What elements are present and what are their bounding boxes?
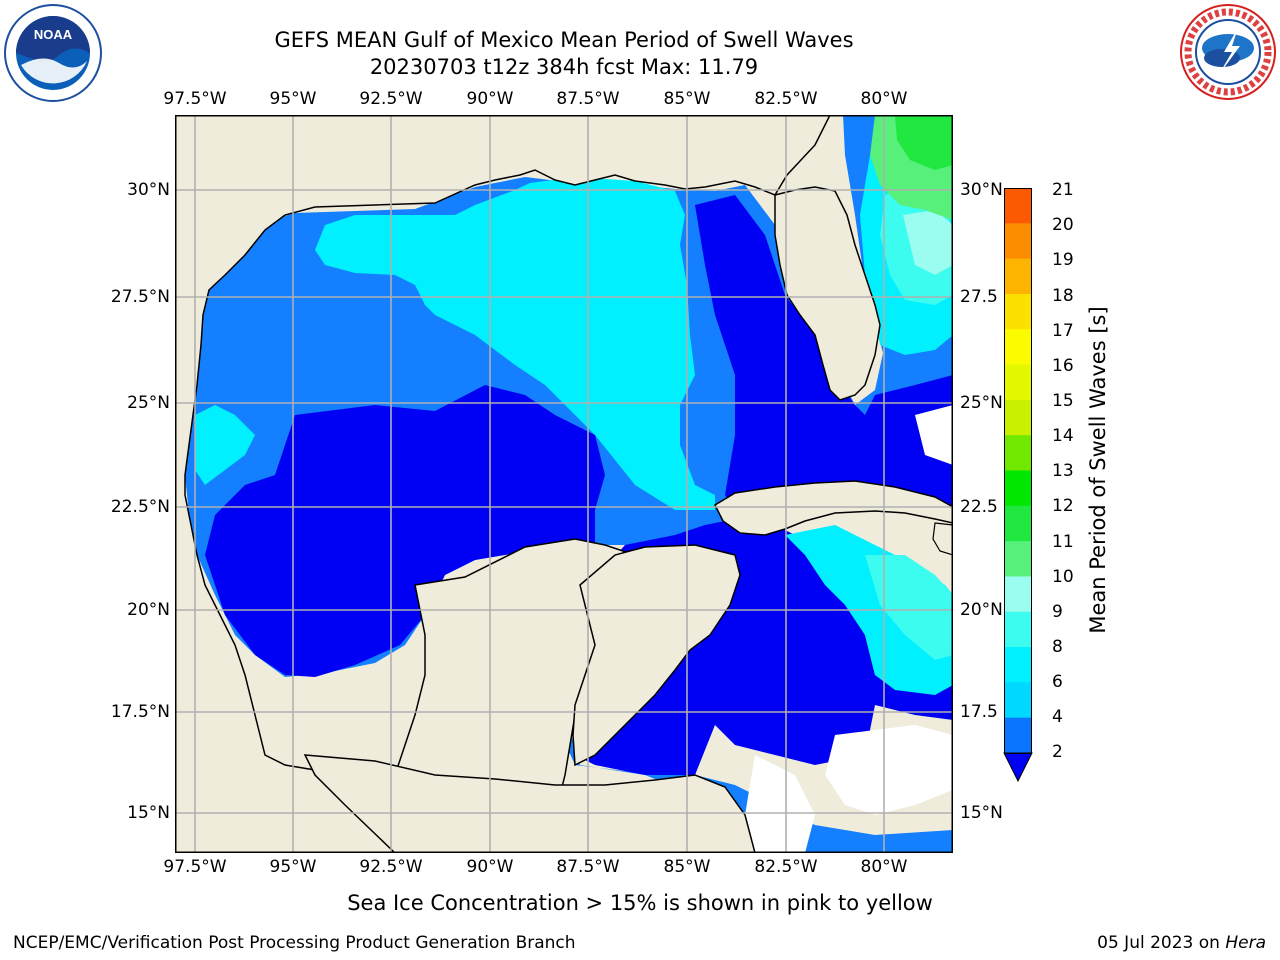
colorbar-segment <box>1004 505 1032 542</box>
colorbar-segment <box>1004 611 1032 648</box>
lon-tick-bottom: 95°W <box>269 857 317 877</box>
lon-tick-bottom: 90°W <box>466 857 514 877</box>
map-border <box>175 115 953 853</box>
lon-tick-bottom: 80°W <box>860 857 908 877</box>
colorbar-tick: 14 <box>1052 426 1074 446</box>
lon-tick-top: 87.5°W <box>556 89 620 109</box>
gulf-cyan <box>315 177 715 510</box>
colorbar-tick: 11 <box>1052 532 1074 552</box>
lon-tick-top: 92.5°W <box>359 89 423 109</box>
colorbar-tick: 13 <box>1052 461 1074 481</box>
sea-ice-note: Sea Ice Concentration > 15% is shown in … <box>347 891 933 915</box>
lat-tick-right: 20°N <box>960 600 1003 620</box>
lat-tick-left: 15°N <box>127 803 170 823</box>
chart-title: GEFS MEAN Gulf of Mexico Mean Period of … <box>274 28 854 52</box>
lon-tick-top: 80°W <box>860 89 908 109</box>
missing-data <box>915 405 953 465</box>
lat-tick-left: 27.5°N <box>110 287 170 307</box>
colorbar-tick: 6 <box>1052 672 1063 692</box>
land-hispaniola-edge <box>932 522 953 556</box>
lat-tick-left: 25°N <box>127 393 170 413</box>
colorbar-segment <box>1004 223 1032 260</box>
lat-tick-right: 15°N <box>960 803 1003 823</box>
colorbar-segment <box>1004 329 1032 366</box>
colorbar-segment <box>1004 364 1032 401</box>
east-green <box>895 115 953 170</box>
colorbar-segment <box>1004 470 1032 507</box>
colorbar-frame <box>1004 188 1032 754</box>
gulf-cyan <box>195 405 255 485</box>
colorbar-segment <box>1004 682 1032 719</box>
east-aqua <box>903 210 953 275</box>
lat-tick-right: 30°N <box>960 180 1003 200</box>
footer-date: 05 Jul 2023 on Hera <box>1097 933 1266 953</box>
colorbar-tick: 2 <box>1052 742 1063 762</box>
lon-tick-bottom: 92.5°W <box>359 857 423 877</box>
colorbar-segment <box>1004 293 1032 330</box>
lat-tick-left: 30°N <box>127 180 170 200</box>
lat-tick-right: 17.5 <box>960 702 998 722</box>
colorbar-tick: 20 <box>1052 215 1074 235</box>
footer-credit: NCEP/EMC/Verification Post Processing Pr… <box>13 933 576 953</box>
lat-tick-left: 17.5°N <box>110 702 170 722</box>
lon-tick-bottom: 85°W <box>663 857 711 877</box>
land-cuba <box>714 480 953 536</box>
chart-subtitle: 20230703 t12z 384h fcst Max: 11.79 <box>369 55 759 79</box>
colorbar-tick: 19 <box>1052 250 1074 270</box>
missing-data <box>745 755 815 853</box>
noaa-logo-text: NOAA <box>34 27 73 42</box>
colorbar-label: Mean Period of Swell Waves [s] <box>1086 306 1110 634</box>
lon-tick-top: 82.5°W <box>754 89 818 109</box>
east-aqua <box>865 555 953 660</box>
colorbar-tick: 4 <box>1052 707 1063 727</box>
missing-data <box>825 725 953 815</box>
footer-date-text: 05 Jul 2023 on <box>1097 933 1226 953</box>
colorbar-segment <box>1004 647 1032 683</box>
lon-tick-bottom: 87.5°W <box>556 857 620 877</box>
map-panel <box>175 115 953 853</box>
lat-tick-right: 22.5 <box>960 497 998 517</box>
colorbar-tick: 17 <box>1052 321 1074 341</box>
colorbar-segment <box>1004 188 1032 224</box>
colorbar-tick: 10 <box>1052 567 1074 587</box>
colorbar-segment <box>1004 576 1032 613</box>
nws-logo <box>1178 2 1278 102</box>
land-mexico <box>175 115 831 853</box>
land-yucatan-peninsula <box>572 544 741 767</box>
land-florida <box>774 186 881 401</box>
colorbar-tick: 9 <box>1052 602 1063 622</box>
grid-lines <box>175 115 953 853</box>
lat-tick-right: 25°N <box>960 393 1003 413</box>
colorbar-segment <box>1004 717 1032 754</box>
colorbar-tick: 12 <box>1052 496 1074 516</box>
colorbar-under-arrow <box>1003 752 1033 783</box>
lon-tick-bottom: 82.5°W <box>754 857 818 877</box>
colorbar-tick: 8 <box>1052 637 1063 657</box>
lat-tick-left: 20°N <box>127 600 170 620</box>
colorbar-tick: 18 <box>1052 286 1074 306</box>
lon-tick-top: 95°W <box>269 89 317 109</box>
colorbar-segment <box>1004 258 1032 295</box>
gulf-deep-blue <box>205 385 605 677</box>
colorbar-segment <box>1004 435 1032 471</box>
lon-tick-top: 90°W <box>466 89 514 109</box>
lon-tick-bottom: 97.5°W <box>163 857 227 877</box>
lon-tick-top: 97.5°W <box>163 89 227 109</box>
colorbar-tick: 21 <box>1052 180 1074 200</box>
colorbar-tick: 15 <box>1052 391 1074 411</box>
gulf-deep-blue <box>695 195 953 510</box>
lon-tick-top: 85°W <box>663 89 711 109</box>
colorbar-tick: 16 <box>1052 356 1074 376</box>
colorbar <box>1003 188 1033 783</box>
lat-tick-left: 22.5°N <box>110 497 170 517</box>
colorbar-segment <box>1004 541 1032 577</box>
footer-host: Hera <box>1225 933 1266 953</box>
land-central-america <box>303 754 756 853</box>
noaa-logo: NOAA <box>3 3 103 103</box>
lat-tick-right: 27.5 <box>960 287 998 307</box>
colorbar-segment <box>1004 399 1032 436</box>
